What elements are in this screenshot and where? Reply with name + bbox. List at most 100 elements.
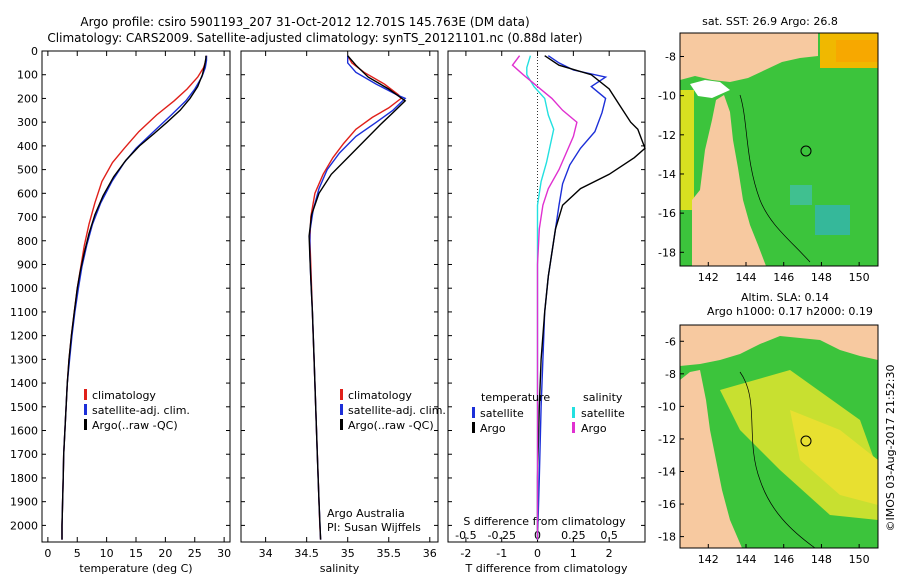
salinity-legend-swatch (340, 404, 343, 415)
legend-temp-title: temperature (481, 391, 550, 404)
map_sst-ytick-label: -14 (658, 168, 676, 181)
sdiff-tick-label: 0.5 (600, 529, 618, 542)
sst-argo-marker (800, 145, 812, 157)
temperature-xtick-label: 15 (129, 547, 143, 560)
sla-land-png (680, 325, 878, 366)
map_sla-xtick-label: 150 (849, 553, 870, 566)
temperature-frame (41, 50, 231, 543)
depth-tick-label: 900 (17, 258, 38, 271)
legend-temp-label: Argo (480, 422, 506, 435)
salinity-xtick-label: 36 (423, 547, 437, 560)
temperature-legend-label: climatology (92, 389, 156, 402)
salinity-legend-swatch (340, 419, 343, 430)
difference-series-0 (536, 55, 608, 540)
map_sla-xtick-label: 148 (811, 553, 832, 566)
map_sla-xtick-label: 142 (698, 553, 719, 566)
temperature-xtick-label: 0 (44, 547, 51, 560)
map_sla-ytick-label: -18 (658, 531, 676, 544)
map_sst-ytick-label: -10 (658, 90, 676, 103)
difference-frame (447, 50, 646, 543)
depth-tick-label: 200 (17, 92, 38, 105)
depth-tick-label: 300 (17, 116, 38, 129)
temperature-series-1 (61, 55, 208, 540)
sla-bathymetry (739, 371, 816, 548)
depth-tick-label: 1500 (10, 401, 38, 414)
depth-tick-label: 1900 (10, 496, 38, 509)
map_sst-ytick-label: -12 (658, 129, 676, 142)
sdiff-tick-label: 0.25 (561, 529, 586, 542)
sst-yellow-strip (680, 90, 694, 210)
sla-argo-marker (800, 435, 812, 447)
legend-temp-swatch (472, 407, 475, 418)
depth-tick-label: 100 (17, 69, 38, 82)
temperature-legend-swatch (84, 389, 87, 400)
depth-tick-label: 400 (17, 140, 38, 153)
depth-tick-label: 1400 (10, 377, 38, 390)
temperature-panel: 0100200300400500600700800900100011001200… (10, 45, 231, 575)
difference-xtick-label: -1 (496, 547, 507, 560)
depth-tick-label: 1300 (10, 353, 38, 366)
map_sla-ytick-label: -12 (658, 433, 676, 446)
difference-xtick-label: 0 (534, 547, 541, 560)
depth-tick-label: 2000 (10, 519, 38, 532)
map_sst-xtick-label: 144 (736, 271, 757, 284)
temperature-series-0 (61, 55, 208, 540)
depth-tick-label: 500 (17, 164, 38, 177)
salinity-panel: 34 34.5 35 35.5 36 salinity climatology satelli… (240, 50, 446, 575)
sla-title-line-2: Argo h1000: 0.17 h2000: 0.19 (707, 305, 873, 318)
map_sla-xtick-label: 146 (773, 553, 794, 566)
legend-temp-label: satellite (480, 407, 524, 420)
difference-xtick-label: -2 (460, 547, 471, 560)
sst-map-frame (679, 32, 879, 267)
temperature-legend-label: satellite-adj. clim. (92, 404, 190, 417)
salinity-xtick-label: 35.5 (377, 547, 402, 560)
salinity-xtick-label: 34 (259, 547, 273, 560)
salinity-frame (240, 50, 439, 543)
sst-land-png (680, 33, 818, 82)
difference-xlabel: T difference from climatology (465, 562, 628, 575)
title-line-2: Climatology: CARS2009. Satellite-adjuste… (47, 31, 582, 45)
map_sla-ytick-label: -14 (658, 465, 676, 478)
temperature-xlabel: temperature (deg C) (79, 562, 192, 575)
difference-xtick-label: 2 (606, 547, 613, 560)
legend-sal-swatch (572, 422, 575, 433)
temperature-series-2 (61, 55, 207, 540)
depth-tick-label: 1100 (10, 306, 38, 319)
depth-tick-label: 0 (31, 45, 38, 58)
difference-series-3 (511, 55, 578, 540)
temperature-xtick-label: 30 (217, 547, 231, 560)
sdiff-tick-label: -0.5 (455, 529, 476, 542)
map_sst-xtick-label: 150 (849, 271, 870, 284)
map_sst-ytick-label: -18 (658, 246, 676, 259)
timestamp: ©IMOS 03-Aug-2017 21:52:30 (884, 365, 897, 532)
map_sst-ytick-label: -8 (665, 50, 676, 63)
legend-sal-label: satellite (581, 407, 625, 420)
temperature-xtick-label: 10 (100, 547, 114, 560)
sst-bathymetry (739, 94, 811, 263)
salinity-xtick-label: 34.5 (294, 547, 319, 560)
temperature-xtick-label: 5 (74, 547, 81, 560)
map_sla-ytick-label: -16 (658, 498, 676, 511)
sst-map (679, 32, 879, 267)
sla-map (679, 324, 879, 549)
depth-tick-label: 700 (17, 211, 38, 224)
salinity-legend-label: Argo(..raw -QC) (348, 419, 434, 432)
credit-pi: PI: Susan Wijffels (327, 521, 421, 534)
difference-series-1 (536, 55, 646, 540)
sst-cool-patch (815, 205, 850, 235)
sla-land-australia (680, 370, 742, 548)
depth-tick-label: 1700 (10, 448, 38, 461)
temperature-xtick-label: 20 (158, 547, 172, 560)
sla-map-axes: 142 144 146 148 150 -6 -8 -10 -12 -14 -16 -18 (658, 335, 870, 566)
depth-tick-label: 800 (17, 235, 38, 248)
map_sla-ytick-label: -10 (658, 400, 676, 413)
sla-map-frame (679, 324, 879, 549)
salinity-series-0 (309, 55, 403, 540)
sla-title-line-1: Altim. SLA: 0.14 (741, 291, 829, 304)
title-line-1: Argo profile: csiro 5901193_207 31-Oct-2… (80, 15, 529, 29)
sst-land-australia (692, 95, 766, 266)
map_sla-xtick-label: 144 (736, 553, 757, 566)
salinity-legend-label: climatology (348, 389, 412, 402)
salinity-xtick-label: 35 (341, 547, 355, 560)
